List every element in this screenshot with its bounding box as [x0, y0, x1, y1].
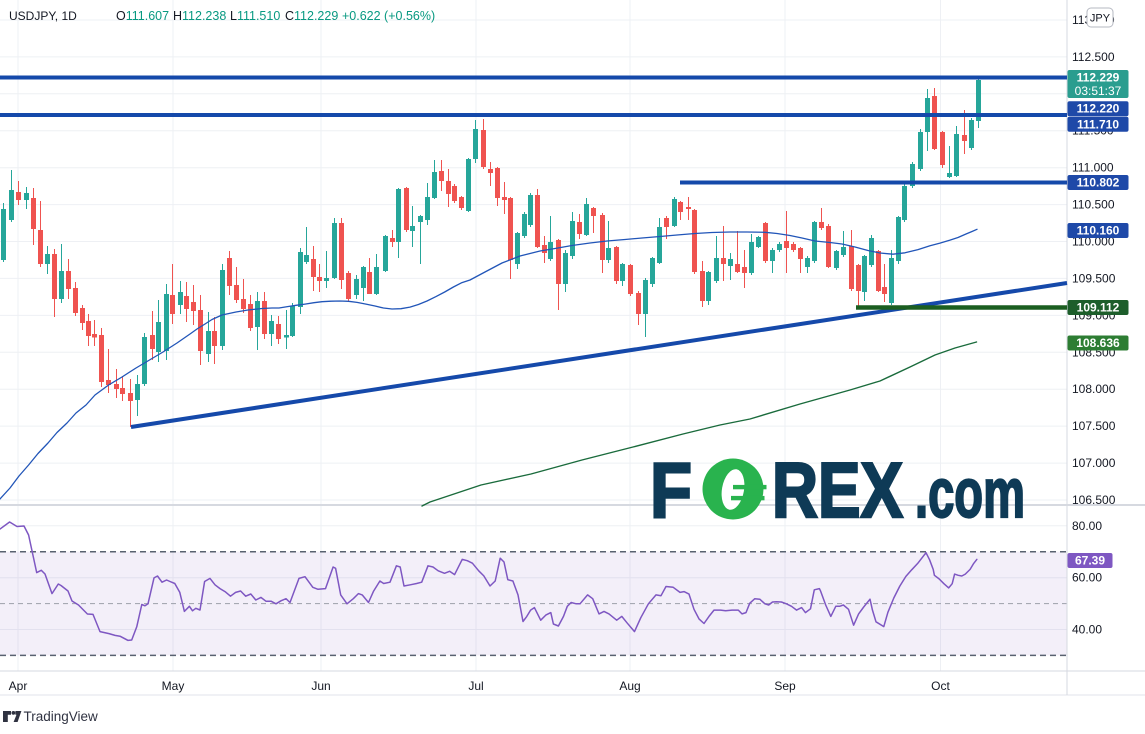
- svg-text:Aug: Aug: [619, 679, 640, 693]
- svg-text:Jun: Jun: [311, 679, 330, 693]
- svg-text:67.39: 67.39: [1075, 554, 1105, 568]
- svg-text:Oct: Oct: [931, 679, 950, 693]
- svg-text:REX: REX: [772, 446, 903, 534]
- svg-text:111.000: 111.000: [1072, 161, 1114, 175]
- svg-text:C112.229: C112.229: [285, 9, 338, 23]
- svg-text:110.500: 110.500: [1072, 198, 1115, 212]
- svg-text:107.000: 107.000: [1072, 456, 1116, 470]
- svg-text:TradingView: TradingView: [24, 709, 99, 724]
- svg-text:O111.607: O111.607: [116, 9, 169, 23]
- svg-text:60.00: 60.00: [1072, 571, 1102, 585]
- svg-text:112.500: 112.500: [1072, 50, 1115, 64]
- svg-text:106.500: 106.500: [1072, 493, 1116, 507]
- svg-text:108.000: 108.000: [1072, 382, 1116, 396]
- svg-text:109.112: 109.112: [1077, 301, 1120, 315]
- svg-text:80.00: 80.00: [1072, 519, 1102, 533]
- svg-text:108.636: 108.636: [1076, 336, 1120, 350]
- svg-text:40.00: 40.00: [1072, 623, 1102, 637]
- svg-text:F: F: [650, 446, 692, 534]
- svg-text:H112.238: H112.238: [173, 9, 226, 23]
- svg-text:110.160: 110.160: [1077, 224, 1120, 238]
- svg-text:111.710: 111.710: [1077, 117, 1119, 131]
- svg-text:112.220: 112.220: [1077, 102, 1120, 116]
- svg-text:May: May: [162, 679, 185, 693]
- svg-text:+0.622 (+0.56%): +0.622 (+0.56%): [342, 9, 435, 23]
- svg-text:Jul: Jul: [468, 679, 483, 693]
- svg-text:.com: .com: [915, 454, 1025, 532]
- svg-text:USDJPY, 1D: USDJPY, 1D: [9, 9, 77, 23]
- svg-text:L111.510: L111.510: [230, 9, 280, 23]
- svg-text:03:51:37: 03:51:37: [1075, 84, 1122, 98]
- svg-text:Apr: Apr: [9, 679, 28, 693]
- svg-text:110.802: 110.802: [1077, 176, 1120, 190]
- svg-text:107.500: 107.500: [1072, 419, 1116, 433]
- svg-text:JPY: JPY: [1090, 13, 1111, 25]
- svg-text:Sep: Sep: [774, 679, 796, 693]
- svg-text:112.229: 112.229: [1077, 71, 1120, 85]
- svg-text:109.500: 109.500: [1072, 271, 1116, 285]
